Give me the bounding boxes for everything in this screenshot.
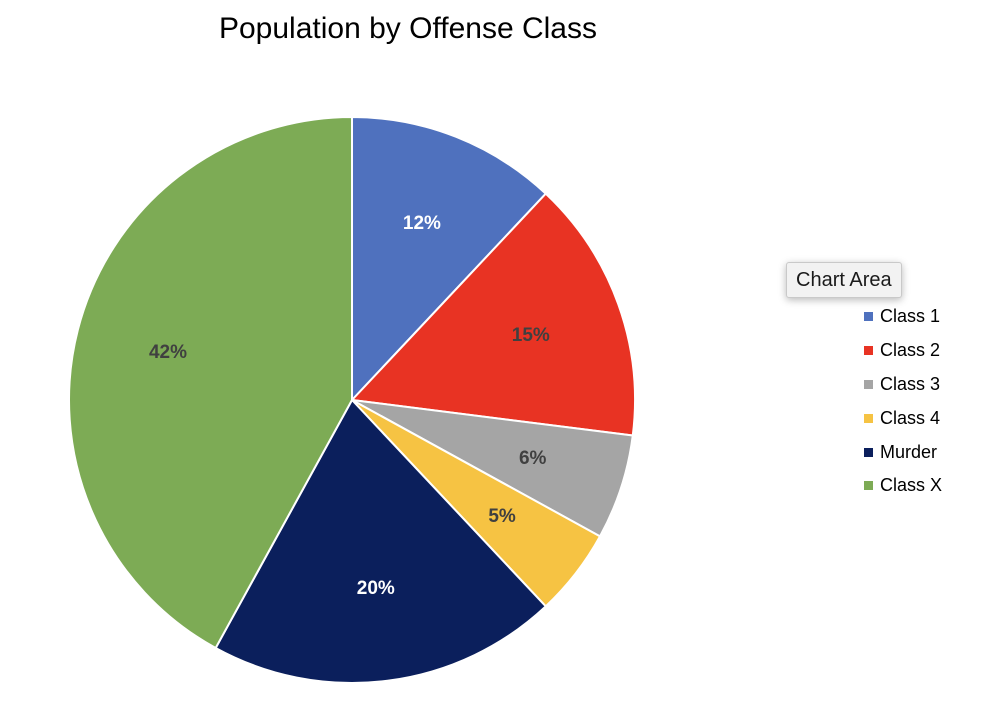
pie-slice-class-x[interactable] xyxy=(68,116,353,649)
legend[interactable]: Class 1 Class 2 Class 3 Class 4 Murder C… xyxy=(864,300,942,503)
legend-swatch xyxy=(864,379,873,389)
legend-label: Class 1 xyxy=(880,306,941,327)
data-label-class-x: 42% xyxy=(149,342,187,363)
legend-swatch xyxy=(864,413,873,423)
pie-slice-class-1[interactable] xyxy=(351,116,547,401)
legend-item-class-2[interactable]: Class 2 xyxy=(864,334,942,368)
chart-area-tooltip: Chart Area xyxy=(786,262,902,298)
legend-item-class-x[interactable]: Class X xyxy=(864,469,942,503)
legend-label: Class 4 xyxy=(880,407,941,428)
legend-label: Murder xyxy=(880,441,938,462)
data-label-class-3: 6% xyxy=(519,448,547,469)
legend-label: Class 2 xyxy=(880,340,941,361)
legend-swatch xyxy=(864,312,873,322)
legend-swatch xyxy=(864,447,873,457)
data-label-class-2: 15% xyxy=(512,325,550,346)
pie-data-labels: 12% 15% 6% 5% 20% 42% xyxy=(149,213,550,599)
legend-item-class-4[interactable]: Class 4 xyxy=(864,401,942,435)
chart-title: Population by Offense Class xyxy=(218,12,597,45)
legend-item-class-3[interactable]: Class 3 xyxy=(864,368,942,402)
legend-swatch xyxy=(864,346,873,356)
legend-label: Class X xyxy=(880,475,943,496)
legend-swatch xyxy=(864,481,873,491)
legend-item-class-1[interactable]: Class 1 xyxy=(864,300,942,334)
legend-item-murder[interactable]: Murder xyxy=(864,435,942,469)
legend-label: Class 3 xyxy=(880,373,941,394)
pie-slices xyxy=(68,116,636,684)
pie-slice-class-2[interactable] xyxy=(351,192,636,437)
data-label-class-4: 5% xyxy=(488,506,516,527)
data-label-class-1: 12% xyxy=(403,213,441,234)
pie-slice-murder[interactable] xyxy=(214,399,547,684)
data-label-murder: 20% xyxy=(357,578,395,599)
